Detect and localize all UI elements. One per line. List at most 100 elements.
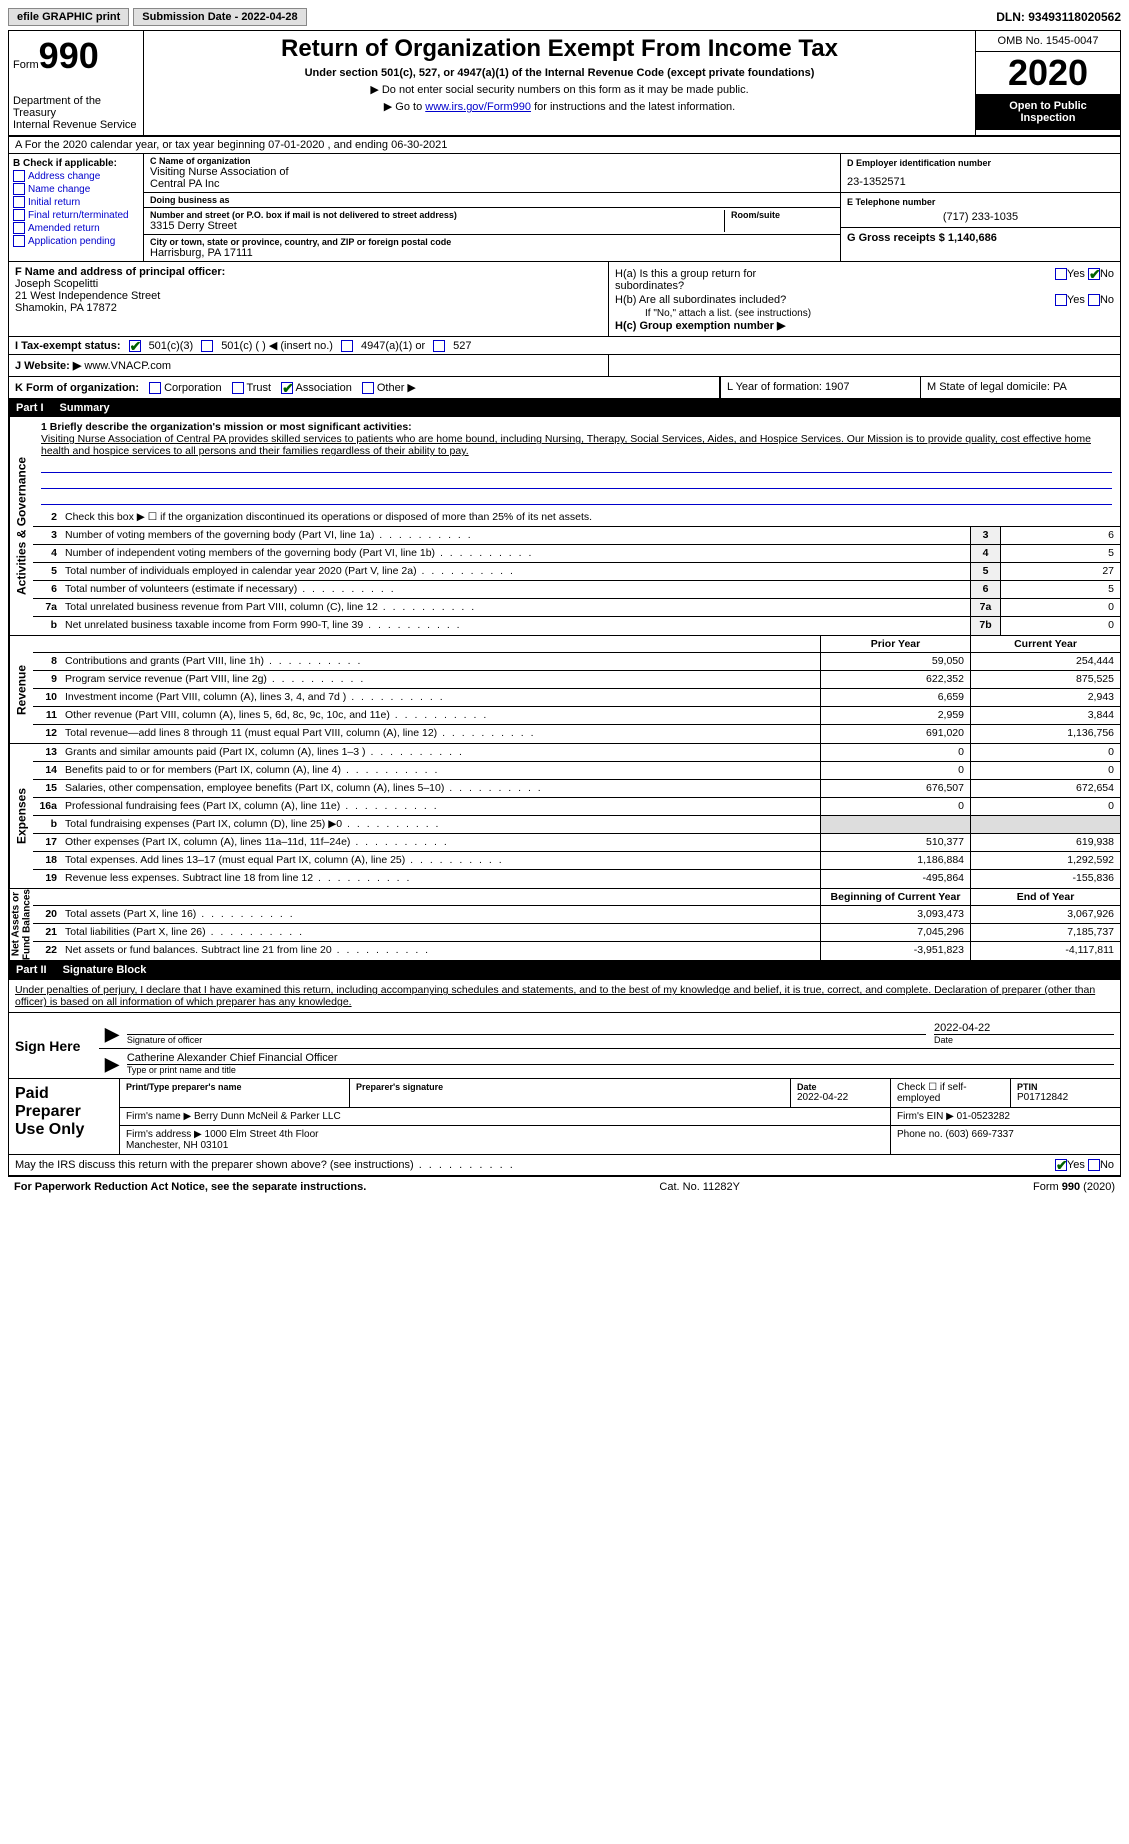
city-value: Harrisburg, PA 17111 [150, 247, 834, 259]
hc-label: H(c) Group exemption number ▶ [615, 319, 1114, 332]
sign-here-label: Sign Here [9, 1013, 99, 1078]
state-domicile: M State of legal domicile: PA [920, 377, 1120, 398]
part1-title: Summary [60, 402, 110, 414]
footer-left: For Paperwork Reduction Act Notice, see … [14, 1181, 366, 1193]
city-label: City or town, state or province, country… [150, 237, 834, 247]
b-checkbox[interactable] [13, 235, 25, 247]
paid-preparer-block: Paid Preparer Use Only Print/Type prepar… [8, 1079, 1121, 1155]
form-org-label: K Form of organization: [15, 382, 139, 394]
public-inspection: Open to Public Inspection [976, 94, 1120, 130]
website-value: www.VNACP.com [84, 360, 171, 372]
hb-no-checkbox[interactable] [1088, 294, 1100, 306]
officer-label: F Name and address of principal officer: [15, 266, 602, 278]
ein-value: 23-1352571 [847, 176, 1114, 188]
submission-button[interactable]: Submission Date - 2022-04-28 [133, 8, 306, 26]
form-org-checkbox[interactable] [232, 382, 244, 394]
footer-right: Form 990 (2020) [1033, 1181, 1115, 1193]
phone-label: E Telephone number [847, 197, 1114, 207]
street-value: 3315 Derry Street [150, 220, 724, 232]
4947-checkbox[interactable] [341, 340, 353, 352]
phone-value: (717) 233-1035 [847, 211, 1114, 223]
hb-label: H(b) Are all subordinates included? [615, 294, 786, 306]
arrow-icon: ▶ [105, 1054, 119, 1075]
mission-text: Visiting Nurse Association of Central PA… [41, 433, 1112, 457]
section-fgh: F Name and address of principal officer:… [8, 261, 1121, 337]
discuss-row: May the IRS discuss this return with the… [8, 1155, 1121, 1176]
officer-name-val: Catherine Alexander Chief Financial Offi… [127, 1052, 1114, 1064]
form-prefix: Form [13, 59, 39, 71]
year-formation: L Year of formation: 1907 [720, 377, 920, 398]
b-checkbox[interactable] [13, 183, 25, 195]
ha-no-checkbox[interactable] [1088, 268, 1100, 280]
topbar: efile GRAPHIC print Submission Date - 20… [8, 8, 1121, 26]
form-note-2: ▶ Go to www.irs.gov/Form990 for instruct… [152, 100, 967, 113]
net-assets-section: Net Assets or Fund Balances Beginning of… [8, 889, 1121, 961]
part2-num: Part II [16, 964, 47, 976]
discuss-yes-checkbox[interactable] [1055, 1159, 1067, 1171]
part2-header: Part II Signature Block [8, 961, 1121, 979]
sig-date: 2022-04-22 [934, 1022, 1114, 1034]
tax-status-row: I Tax-exempt status: 501(c)(3) 501(c) ( … [8, 337, 1121, 355]
hb-yes-checkbox[interactable] [1055, 294, 1067, 306]
b-checkbox[interactable] [13, 209, 25, 221]
section-bcd: B Check if applicable: Address changeNam… [8, 154, 1121, 261]
form-header: Form990 Department of the Treasury Inter… [8, 30, 1121, 137]
expenses-tab: Expenses [9, 744, 33, 888]
discuss-text: May the IRS discuss this return with the… [15, 1159, 515, 1171]
form-number: 990 [39, 35, 99, 76]
b-checkbox[interactable] [13, 222, 25, 234]
discuss-no-checkbox[interactable] [1088, 1159, 1100, 1171]
officer-addr2: Shamokin, PA 17872 [15, 302, 602, 314]
527-checkbox[interactable] [433, 340, 445, 352]
sign-here-block: Sign Here ▶ Signature of officer 2022-04… [8, 1013, 1121, 1079]
b-checkbox[interactable] [13, 196, 25, 208]
dba-label: Doing business as [150, 195, 834, 205]
b-checkbox[interactable] [13, 170, 25, 182]
street-label: Number and street (or P.O. box if mail i… [150, 210, 724, 220]
officer-addr1: 21 West Independence Street [15, 290, 602, 302]
officer-type-label: Type or print name and title [127, 1064, 1114, 1075]
irs-link[interactable]: www.irs.gov/Form990 [425, 101, 531, 113]
mission-label: 1 Briefly describe the organization's mi… [41, 421, 1112, 433]
form-org-checkbox[interactable] [149, 382, 161, 394]
form-title: Return of Organization Exempt From Incom… [152, 35, 967, 63]
sig-officer-label: Signature of officer [127, 1034, 926, 1045]
form-org-checkbox[interactable] [362, 382, 374, 394]
room-label: Room/suite [731, 210, 834, 220]
ha-yes-checkbox[interactable] [1055, 268, 1067, 280]
current-year-hdr: Current Year [970, 636, 1120, 652]
501c3-checkbox[interactable] [129, 340, 141, 352]
part2-title: Signature Block [63, 964, 147, 976]
omb-number: OMB No. 1545-0047 [976, 31, 1120, 52]
form-subtitle: Under section 501(c), 527, or 4947(a)(1)… [152, 67, 967, 79]
tax-status-label: I Tax-exempt status: [15, 340, 121, 352]
dept-label: Department of the Treasury Internal Reve… [13, 95, 139, 131]
line2-text: Check this box ▶ ☐ if the organization d… [61, 509, 1120, 526]
dln-label: DLN: 93493118020562 [996, 10, 1121, 24]
governance-tab: Activities & Governance [9, 417, 33, 635]
declaration: Under penalties of perjury, I declare th… [8, 979, 1121, 1013]
tax-year: 2020 [976, 52, 1120, 94]
ha-label: H(a) Is this a group return for subordin… [615, 268, 815, 292]
part1-header: Part I Summary [8, 399, 1121, 417]
form-note-1: ▶ Do not enter social security numbers o… [152, 83, 967, 96]
prior-year-hdr: Prior Year [820, 636, 970, 652]
footer-mid: Cat. No. 11282Y [659, 1181, 740, 1193]
hb-note: If "No," attach a list. (see instruction… [645, 308, 1114, 319]
officer-name: Joseph Scopelitti [15, 278, 602, 290]
revenue-tab: Revenue [9, 636, 33, 743]
501c-checkbox[interactable] [201, 340, 213, 352]
date-label: Date [934, 1034, 1114, 1045]
page-footer: For Paperwork Reduction Act Notice, see … [8, 1176, 1121, 1197]
org-name-label: C Name of organization [150, 156, 834, 166]
end-year-hdr: End of Year [970, 889, 1120, 905]
governance-section: Activities & Governance 1 Briefly descri… [8, 417, 1121, 636]
efile-button[interactable]: efile GRAPHIC print [8, 8, 129, 26]
ein-label: D Employer identification number [847, 158, 1114, 168]
tax-period: A For the 2020 calendar year, or tax yea… [8, 137, 1121, 154]
org-name: Visiting Nurse Association of Central PA… [150, 166, 834, 190]
begin-year-hdr: Beginning of Current Year [820, 889, 970, 905]
arrow-icon: ▶ [105, 1024, 119, 1045]
section-b-label: B Check if applicable: [13, 158, 139, 169]
form-org-checkbox[interactable] [281, 382, 293, 394]
